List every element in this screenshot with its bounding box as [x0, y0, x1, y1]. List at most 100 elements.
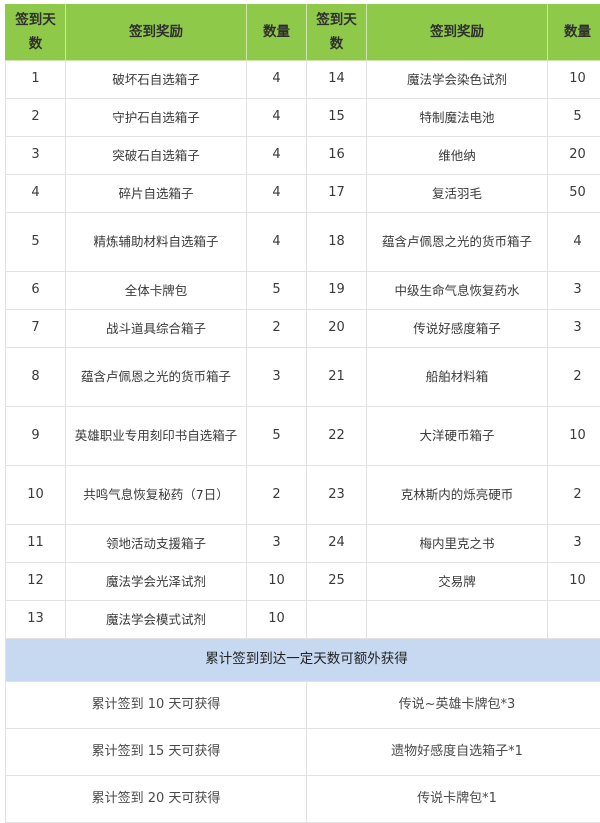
cell-qty-left: 4 — [247, 137, 307, 175]
bonus-reward: 传说卡牌包*1 — [307, 776, 600, 823]
cell-day-right: 21 — [307, 348, 367, 407]
table-row: 3 突破石自选箱子 4 16 维他纳 20 — [6, 137, 600, 175]
cell-qty-left: 2 — [247, 310, 307, 348]
cell-day-right: 22 — [307, 407, 367, 466]
column-header-day-left: 签到天数 — [6, 5, 66, 61]
cell-reward-right: 船舶材料箱 — [367, 348, 548, 407]
cell-qty-right: 3 — [548, 272, 600, 310]
cell-day-right-empty — [307, 601, 367, 639]
table-row: 5 精炼辅助材料自选箱子 4 18 蕴含卢佩恩之光的货币箱子 4 — [6, 213, 600, 272]
table-row: 4 碎片自选箱子 4 17 复活羽毛 50 — [6, 175, 600, 213]
cell-day-right: 25 — [307, 563, 367, 601]
cell-reward-left: 突破石自选箱子 — [66, 137, 247, 175]
cell-qty-right: 10 — [548, 563, 600, 601]
table-row: 12 魔法学会光泽试剂 10 25 交易牌 10 — [6, 563, 600, 601]
cell-qty-right: 10 — [548, 407, 600, 466]
cell-qty-left: 4 — [247, 61, 307, 99]
cell-reward-right: 维他纳 — [367, 137, 548, 175]
cell-reward-right: 克林斯内的烁亮硬币 — [367, 466, 548, 525]
table-row: 11 领地活动支援箱子 3 24 梅内里克之书 3 — [6, 525, 600, 563]
column-header-reward-left: 签到奖励 — [66, 5, 247, 61]
bonus-reward: 遗物好感度自选箱子*1 — [307, 729, 600, 776]
table-row: 1 破坏石自选箱子 4 14 魔法学会染色试剂 10 — [6, 61, 600, 99]
cell-reward-left: 守护石自选箱子 — [66, 99, 247, 137]
cell-day-left: 1 — [6, 61, 66, 99]
column-header-reward-right: 签到奖励 — [367, 5, 548, 61]
table-row: 8 蕴含卢佩恩之光的货币箱子 3 21 船舶材料箱 2 — [6, 348, 600, 407]
cell-qty-right: 5 — [548, 99, 600, 137]
cell-qty-right: 20 — [548, 137, 600, 175]
cell-reward-left: 魔法学会模式试剂 — [66, 601, 247, 639]
column-header-qty-left: 数量 — [247, 5, 307, 61]
cell-reward-right: 交易牌 — [367, 563, 548, 601]
cell-qty-right: 3 — [548, 310, 600, 348]
table-header: 签到天数 签到奖励 数量 签到天数 签到奖励 数量 — [6, 5, 600, 61]
table-row: 6 全体卡牌包 5 19 中级生命气息恢复药水 3 — [6, 272, 600, 310]
table-row: 13 魔法学会模式试剂 10 — [6, 601, 600, 639]
cell-day-right: 18 — [307, 213, 367, 272]
table-body: 1 破坏石自选箱子 4 14 魔法学会染色试剂 10 2 守护石自选箱子 4 1… — [6, 61, 600, 823]
cell-qty-right: 10 — [548, 61, 600, 99]
cell-day-right: 20 — [307, 310, 367, 348]
cell-qty-left: 2 — [247, 466, 307, 525]
bonus-condition: 累计签到 10 天可获得 — [6, 682, 307, 729]
cell-reward-left: 破坏石自选箱子 — [66, 61, 247, 99]
cell-reward-right: 特制魔法电池 — [367, 99, 548, 137]
bonus-condition: 累计签到 15 天可获得 — [6, 729, 307, 776]
bonus-reward: 传说~英雄卡牌包*3 — [307, 682, 600, 729]
bonus-row: 累计签到 15 天可获得 遗物好感度自选箱子*1 — [6, 729, 600, 776]
cell-reward-left: 共鸣气息恢复秘药（7日） — [66, 466, 247, 525]
cell-qty-right-empty — [548, 601, 600, 639]
cell-reward-right: 传说好感度箱子 — [367, 310, 548, 348]
cell-day-right: 15 — [307, 99, 367, 137]
cell-day-right: 23 — [307, 466, 367, 525]
cell-reward-right: 大洋硬币箱子 — [367, 407, 548, 466]
cell-reward-left: 蕴含卢佩恩之光的货币箱子 — [66, 348, 247, 407]
cell-day-left: 10 — [6, 466, 66, 525]
column-header-day-right: 签到天数 — [307, 5, 367, 61]
cell-qty-left: 5 — [247, 407, 307, 466]
cell-qty-right: 4 — [548, 213, 600, 272]
cell-day-right: 24 — [307, 525, 367, 563]
cell-day-left: 13 — [6, 601, 66, 639]
cell-day-left: 6 — [6, 272, 66, 310]
cell-reward-right-empty — [367, 601, 548, 639]
attendance-reward-table: 签到天数 签到奖励 数量 签到天数 签到奖励 数量 1 破坏石自选箱子 4 14… — [5, 4, 600, 823]
cell-day-left: 9 — [6, 407, 66, 466]
table-row: 9 英雄职业专用刻印书自选箱子 5 22 大洋硬币箱子 10 — [6, 407, 600, 466]
cell-day-left: 2 — [6, 99, 66, 137]
cell-qty-left: 5 — [247, 272, 307, 310]
cell-reward-right: 梅内里克之书 — [367, 525, 548, 563]
bonus-section-header-row: 累计签到到达一定天数可额外获得 — [6, 639, 600, 682]
cell-day-left: 4 — [6, 175, 66, 213]
header-row: 签到天数 签到奖励 数量 签到天数 签到奖励 数量 — [6, 5, 600, 61]
cell-reward-left: 魔法学会光泽试剂 — [66, 563, 247, 601]
cell-reward-right: 蕴含卢佩恩之光的货币箱子 — [367, 213, 548, 272]
cell-qty-left: 4 — [247, 213, 307, 272]
cell-day-right: 14 — [307, 61, 367, 99]
cell-reward-left: 全体卡牌包 — [66, 272, 247, 310]
table-row: 10 共鸣气息恢复秘药（7日） 2 23 克林斯内的烁亮硬币 2 — [6, 466, 600, 525]
bonus-row: 累计签到 10 天可获得 传说~英雄卡牌包*3 — [6, 682, 600, 729]
cell-day-left: 11 — [6, 525, 66, 563]
cell-qty-right: 2 — [548, 348, 600, 407]
cell-reward-right: 魔法学会染色试剂 — [367, 61, 548, 99]
cell-qty-right: 50 — [548, 175, 600, 213]
table-row: 2 守护石自选箱子 4 15 特制魔法电池 5 — [6, 99, 600, 137]
cell-reward-right: 复活羽毛 — [367, 175, 548, 213]
cell-day-left: 5 — [6, 213, 66, 272]
cell-day-left: 3 — [6, 137, 66, 175]
column-header-qty-right: 数量 — [548, 5, 600, 61]
cell-reward-left: 碎片自选箱子 — [66, 175, 247, 213]
cell-qty-left: 3 — [247, 348, 307, 407]
bonus-row: 累计签到 20 天可获得 传说卡牌包*1 — [6, 776, 600, 823]
cell-qty-left: 10 — [247, 563, 307, 601]
cell-qty-left: 4 — [247, 175, 307, 213]
cell-qty-right: 2 — [548, 466, 600, 525]
cell-reward-right: 中级生命气息恢复药水 — [367, 272, 548, 310]
cell-day-right: 16 — [307, 137, 367, 175]
cell-reward-left: 战斗道具综合箱子 — [66, 310, 247, 348]
cell-reward-left: 英雄职业专用刻印书自选箱子 — [66, 407, 247, 466]
cell-day-left: 8 — [6, 348, 66, 407]
cell-day-left: 7 — [6, 310, 66, 348]
